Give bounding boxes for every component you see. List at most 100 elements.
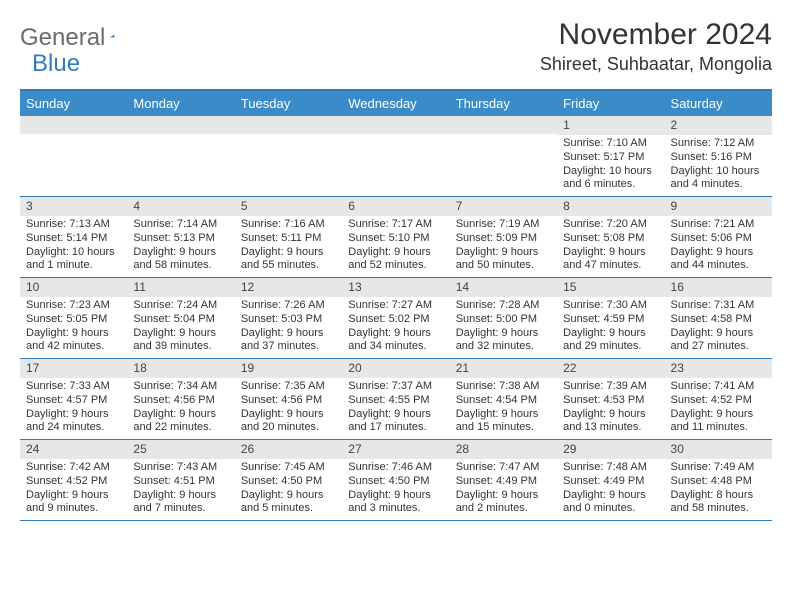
day-body: Sunrise: 7:16 AMSunset: 5:11 PMDaylight:…: [235, 216, 342, 277]
day-header: Thursday: [450, 91, 557, 116]
day-cell: [235, 116, 342, 196]
day-number: 3: [20, 197, 127, 216]
day-number: [127, 116, 234, 134]
sunset-text: Sunset: 4:51 PM: [133, 475, 228, 489]
day-number: 10: [20, 278, 127, 297]
daylight-text: Daylight: 10 hours and 1 minute.: [26, 246, 121, 274]
daylight-text: Daylight: 8 hours and 58 minutes.: [671, 489, 766, 517]
daylight-text: Daylight: 9 hours and 44 minutes.: [671, 246, 766, 274]
day-body: Sunrise: 7:20 AMSunset: 5:08 PMDaylight:…: [557, 216, 664, 277]
week-row: 24 Sunrise: 7:42 AMSunset: 4:52 PM Dayligh…: [20, 440, 772, 521]
day-number: 24: [20, 440, 127, 459]
daylight-text: Daylight: 9 hours and 37 minutes.: [241, 327, 336, 355]
day-body: [450, 134, 557, 140]
daylight-text: Daylight: 9 hours and 22 minutes.: [133, 408, 228, 436]
daylight-text: Daylight: 10 hours and 6 minutes.: [563, 165, 658, 193]
sunrise-text: Sunrise: 7:20 AM: [563, 218, 658, 232]
day-body: Sunrise: 7:24 AMSunset: 5:04 PMDaylight:…: [127, 297, 234, 358]
day-cell: [450, 116, 557, 196]
day-body: [127, 134, 234, 140]
day-number: 19: [235, 359, 342, 378]
sunrise-text: Sunrise: 7:38 AM: [456, 380, 551, 394]
week-row: 17Sunrise: 7:33 AMSunset: 4:57 PMDayligh…: [20, 359, 772, 440]
day-body: Sunrise: 7:45 AMSunset: 4:50 PMDaylight:…: [235, 459, 342, 520]
day-body: Sunrise: 7:21 AMSunset: 5:06 PMDaylight:…: [665, 216, 772, 277]
day-number: 26: [235, 440, 342, 459]
daylight-text: Daylight: 9 hours and 0 minutes.: [563, 489, 658, 517]
day-number: 25: [127, 440, 234, 459]
calendar: SundayMondayTuesdayWednesdayThursdayFrid…: [20, 89, 772, 521]
day-number: 2: [665, 116, 772, 135]
day-body: Sunrise: 7:46 AMSunset: 4:50 PMDaylight:…: [342, 459, 449, 520]
day-cell: 4Sunrise: 7:14 AMSunset: 5:13 PMDaylight…: [127, 197, 234, 277]
day-number: 28: [450, 440, 557, 459]
week-row: 3Sunrise: 7:13 AMSunset: 5:14 PMDaylight…: [20, 197, 772, 278]
day-number: [450, 116, 557, 134]
day-body: Sunrise: 7:43 AMSunset: 4:51 PMDaylight:…: [127, 459, 234, 520]
sunset-text: Sunset: 4:59 PM: [563, 313, 658, 327]
day-number: 11: [127, 278, 234, 297]
day-cell: 2Sunrise: 7:12 AMSunset: 5:16 PMDaylight…: [665, 116, 772, 196]
day-cell: 28Sunrise: 7:47 AMSunset: 4:49 PMDayligh…: [450, 440, 557, 520]
sunset-text: Sunset: 5:04 PM: [133, 313, 228, 327]
day-cell: 7Sunrise: 7:19 AMSunset: 5:09 PMDaylight…: [450, 197, 557, 277]
day-header: Saturday: [665, 91, 772, 116]
sunset-text: Sunset: 5:16 PM: [671, 151, 766, 165]
sunset-text: Sunset: 5:08 PM: [563, 232, 658, 246]
day-number: 23: [665, 359, 772, 378]
sunset-text: Sunset: 4:56 PM: [133, 394, 228, 408]
sunset-text: Sunset: 5:00 PM: [456, 313, 551, 327]
daylight-text: Daylight: 9 hours and 32 minutes.: [456, 327, 551, 355]
day-cell: 17Sunrise: 7:33 AMSunset: 4:57 PMDayligh…: [20, 359, 127, 439]
day-cell: 10Sunrise: 7:23 AMSunset: 5:05 PMDayligh…: [20, 278, 127, 358]
day-cell: 27Sunrise: 7:46 AMSunset: 4:50 PMDayligh…: [342, 440, 449, 520]
sunrise-text: Sunrise: 7:21 AM: [671, 218, 766, 232]
sunset-text: Sunset: 4:53 PM: [563, 394, 658, 408]
sunset-text: Sunset: 4:49 PM: [456, 475, 551, 489]
daylight-text: Daylight: 9 hours and 55 minutes.: [241, 246, 336, 274]
day-header-row: SundayMondayTuesdayWednesdayThursdayFrid…: [20, 91, 772, 116]
sunset-text: Sunset: 4:52 PM: [26, 475, 121, 489]
day-header: Friday: [557, 91, 664, 116]
day-cell: 6Sunrise: 7:17 AMSunset: 5:10 PMDaylight…: [342, 197, 449, 277]
sunrise-text: Sunrise: 7:45 AM: [241, 461, 336, 475]
day-number: [235, 116, 342, 134]
daylight-text: Daylight: 9 hours and 27 minutes.: [671, 327, 766, 355]
day-cell: 1Sunrise: 7:10 AMSunset: 5:17 PMDaylight…: [557, 116, 664, 196]
sunrise-text: Sunrise: 7:42 AM: [26, 461, 121, 475]
day-cell: 24Sunrise: 7:42 AMSunset: 4:52 PMDayligh…: [20, 440, 127, 520]
daylight-text: Daylight: 9 hours and 42 minutes.: [26, 327, 121, 355]
day-body: [235, 134, 342, 140]
daylight-text: Daylight: 9 hours and 34 minutes.: [348, 327, 443, 355]
sunrise-text: Sunrise: 7:12 AM: [671, 137, 766, 151]
daylight-text: Daylight: 9 hours and 17 minutes.: [348, 408, 443, 436]
day-body: Sunrise: 7:39 AMSunset: 4:53 PMDaylight:…: [557, 378, 664, 439]
sunset-text: Sunset: 5:09 PM: [456, 232, 551, 246]
daylight-text: Daylight: 9 hours and 47 minutes.: [563, 246, 658, 274]
day-cell: 23Sunrise: 7:41 AMSunset: 4:52 PMDayligh…: [665, 359, 772, 439]
day-cell: 30Sunrise: 7:49 AMSunset: 4:48 PMDayligh…: [665, 440, 772, 520]
day-body: Sunrise: 7:19 AMSunset: 5:09 PMDaylight:…: [450, 216, 557, 277]
title-block: November 2024 Shireet, Suhbaatar, Mongol…: [540, 18, 772, 75]
day-cell: 5Sunrise: 7:16 AMSunset: 5:11 PMDaylight…: [235, 197, 342, 277]
day-cell: 13Sunrise: 7:27 AMSunset: 5:02 PMDayligh…: [342, 278, 449, 358]
sunset-text: Sunset: 5:05 PM: [26, 313, 121, 327]
sunrise-text: Sunrise: 7:48 AM: [563, 461, 658, 475]
day-number: 7: [450, 197, 557, 216]
day-body: Sunrise: 7:35 AMSunset: 4:56 PMDaylight:…: [235, 378, 342, 439]
sunrise-text: Sunrise: 7:34 AM: [133, 380, 228, 394]
day-number: 5: [235, 197, 342, 216]
daylight-text: Daylight: 9 hours and 3 minutes.: [348, 489, 443, 517]
day-body: Sunrise: 7:23 AMSunset: 5:05 PMDaylight:…: [20, 297, 127, 358]
daylight-text: Daylight: 9 hours and 2 minutes.: [456, 489, 551, 517]
day-body: Sunrise: 7:13 AMSunset: 5:14 PMDaylight:…: [20, 216, 127, 277]
day-cell: 16Sunrise: 7:31 AMSunset: 4:58 PMDayligh…: [665, 278, 772, 358]
day-body: [20, 134, 127, 140]
sunrise-text: Sunrise: 7:35 AM: [241, 380, 336, 394]
day-number: 22: [557, 359, 664, 378]
sunrise-text: Sunrise: 7:37 AM: [348, 380, 443, 394]
day-cell: 29Sunrise: 7:48 AMSunset: 4:49 PMDayligh…: [557, 440, 664, 520]
day-number: 18: [127, 359, 234, 378]
sunrise-text: Sunrise: 7:49 AM: [671, 461, 766, 475]
sunrise-text: Sunrise: 7:13 AM: [26, 218, 121, 232]
